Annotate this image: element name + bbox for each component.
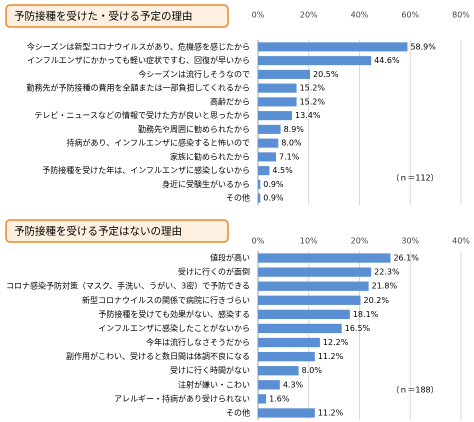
- bar: [258, 97, 297, 107]
- bar: [258, 111, 293, 121]
- title-box: [5, 219, 229, 243]
- category-label: 勤務先が予防接種の費用を全額または一部負担してくれるから: [26, 83, 250, 93]
- category-label: 予防接種を受けても効果がない、感染する: [98, 309, 250, 319]
- bar: [258, 124, 281, 134]
- category-label: 副作用がこわい、受けると数日間は体調不良になる: [66, 351, 250, 361]
- value-label: 20.5%: [313, 70, 339, 79]
- bar: [258, 351, 315, 362]
- bar: [258, 138, 279, 148]
- bar: [258, 394, 267, 404]
- bar: [258, 193, 261, 203]
- bar: [258, 253, 391, 263]
- value-label: 16.5%: [345, 324, 371, 333]
- category-label: その他: [226, 193, 250, 203]
- value-label: 7.1%: [279, 152, 300, 161]
- category-label: 今年は流行しなさそうだから: [146, 337, 250, 347]
- category-label: 身近に受験生がいるから: [162, 179, 250, 189]
- x-tick-label: 60%: [401, 11, 419, 20]
- category-label: 勤務先や周囲に勧められたから: [138, 124, 250, 134]
- bar: [258, 267, 372, 277]
- category-label: テレビ・ニュースなどの情報で受けた方が良いと思ったから: [34, 110, 250, 120]
- value-label: 18.1%: [353, 310, 379, 319]
- value-label: 21.8%: [372, 282, 398, 291]
- bar: [258, 152, 277, 162]
- x-tick-label: 0%: [252, 11, 265, 20]
- category-label: コロナ感染予防対策（マスク、手洗い、うがい、3密）で予防できる: [6, 281, 250, 291]
- category-label: 予防接種を受けた年は、インフルエンザに感染しないから: [42, 165, 250, 175]
- category-label: 新型コロナウイルスの関係で病院に行きづらい: [82, 295, 250, 305]
- x-tick-label: 40%: [351, 11, 369, 20]
- value-label: 13.4%: [295, 111, 321, 120]
- value-label: 15.2%: [300, 84, 326, 93]
- value-label: 8.0%: [281, 139, 302, 148]
- bar: [258, 309, 350, 320]
- bar: [258, 323, 342, 334]
- category-label: 今シーズンは流行しそうなので: [138, 69, 250, 79]
- x-tick-label: 20%: [300, 11, 318, 20]
- bar: [258, 295, 361, 305]
- value-label: 4.3%: [283, 380, 304, 389]
- x-tick-label: 10%: [300, 237, 318, 246]
- bar: [258, 83, 297, 93]
- chart-title: 予防接種を受けた・受ける予定の理由: [14, 10, 193, 23]
- bar: [258, 366, 299, 376]
- value-label: 8.0%: [302, 366, 323, 375]
- x-tick-label: 40%: [452, 237, 470, 246]
- category-label: その他: [226, 407, 250, 417]
- category-label: 高齢だから: [210, 96, 250, 106]
- bar: [258, 42, 408, 52]
- value-label: 4.5%: [272, 166, 293, 175]
- bar: [258, 408, 315, 418]
- bar: [258, 380, 280, 390]
- bar: [258, 337, 320, 348]
- x-tick-label: 80%: [452, 11, 470, 20]
- category-label: 値段が高い: [210, 253, 250, 263]
- category-label: 注射が嫌い・こわい: [178, 379, 250, 389]
- value-label: 0.9%: [263, 180, 284, 189]
- value-label: 12.2%: [323, 338, 349, 347]
- value-label: 15.2%: [300, 97, 326, 106]
- x-tick-label: 20%: [351, 237, 369, 246]
- value-label: 44.6%: [374, 56, 400, 65]
- bar: [258, 281, 369, 291]
- bar: [258, 166, 270, 176]
- chart-title: 予防接種を受ける予定はないの理由: [14, 225, 182, 238]
- title-box: [5, 4, 229, 28]
- value-label: 8.9%: [284, 125, 305, 134]
- category-label: 持病があり、インフルエンザに感染すると怖いので: [67, 138, 250, 148]
- value-label: 0.9%: [263, 194, 284, 203]
- category-label: インフルエンザにかかっても軽い症状ですむ、回復が早いから: [27, 55, 250, 65]
- category-label: 受けに行く時間がない: [170, 365, 250, 375]
- category-label: 今シーズンは新型コロナウイルスがあり、危機感を感じたから: [27, 41, 250, 51]
- x-tick-label: 30%: [401, 237, 419, 246]
- value-label: 20.2%: [364, 296, 390, 305]
- value-label: 11.2%: [318, 408, 344, 417]
- value-label: 26.1%: [393, 254, 419, 263]
- sample-size: （ｎ＝188）: [391, 386, 438, 395]
- category-label: アレルギー・持病があり受けられない: [114, 393, 250, 403]
- value-label: 58.9%: [410, 42, 436, 51]
- category-label: インフルエンザに感染したことがないから: [98, 323, 250, 333]
- sample-size: （ｎ＝112）: [391, 174, 438, 183]
- bar: [258, 56, 372, 66]
- value-label: 22.3%: [374, 268, 400, 277]
- value-label: 11.2%: [318, 352, 344, 361]
- value-label: 1.6%: [269, 394, 290, 403]
- bar: [258, 179, 261, 189]
- bar: [258, 69, 311, 79]
- category-label: 受けに行くのが面倒: [178, 267, 250, 277]
- category-label: 家族に勧められたから: [170, 151, 250, 161]
- x-tick-label: 0%: [252, 237, 265, 246]
